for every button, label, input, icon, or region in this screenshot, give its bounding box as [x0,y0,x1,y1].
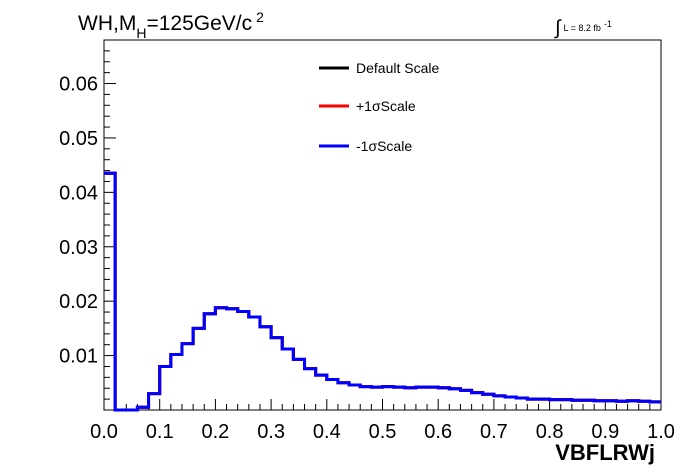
x-tick-label: 0.9 [591,421,619,443]
x-axis-ticks: 0.0 0.1 0.2 0.3 0.4 0.5 0.6 0.7 0.8 0.9 1.0 [90,399,675,443]
legend-label-default: Default Scale [356,60,439,76]
title-suffix: =125GeV/c [146,12,252,35]
x-tick-label: 0.6 [424,421,452,443]
x-tick-label: 1.0 [647,421,675,443]
y-tick-label: 0.05 [59,128,98,150]
x-tick-label: 0.0 [90,421,118,443]
y-tick-label: 0.03 [59,237,98,259]
x-tick-label: 0.3 [257,421,285,443]
y-tick-label: 0.04 [59,182,98,204]
x-tick-label: 0.7 [480,421,508,443]
y-tick-label: 0.06 [59,74,98,96]
integral-symbol: ∫ [554,17,562,39]
legend: Default Scale +1σScale -1σScale [319,60,439,154]
x-tick-label: 0.4 [313,421,341,443]
title-subscript: H [136,25,146,41]
plot-title: WH,MH=125GeV/c 2 [78,9,264,41]
legend-label-plus: +1σScale [356,98,416,114]
series-minus-1sigma [104,171,661,412]
x-tick-label: 0.2 [201,421,229,443]
title-prefix: WH,M [78,12,136,35]
title-superscript: 2 [256,9,264,25]
legend-label-minus: -1σScale [356,138,412,154]
y-tick-label: 0.02 [59,291,98,313]
x-tick-label: 0.5 [369,421,397,443]
series-group [104,171,661,412]
lumi-superscript: -1 [604,19,612,29]
series-plus-1sigma [104,171,661,412]
x-axis-label: VBFLRWj [555,440,655,465]
lumi-text: L = 8.2 fb [563,23,600,33]
x-tick-label: 0.1 [146,421,174,443]
plot-frame [103,39,662,411]
series-default-scale [104,171,661,412]
lumi-label: ∫ L = 8.2 fb -1 [554,17,612,39]
y-tick-label: 0.01 [59,346,98,368]
x-tick-label: 0.8 [536,421,564,443]
y-axis-ticks: 0.01 0.02 0.03 0.04 0.05 0.06 [59,39,116,400]
